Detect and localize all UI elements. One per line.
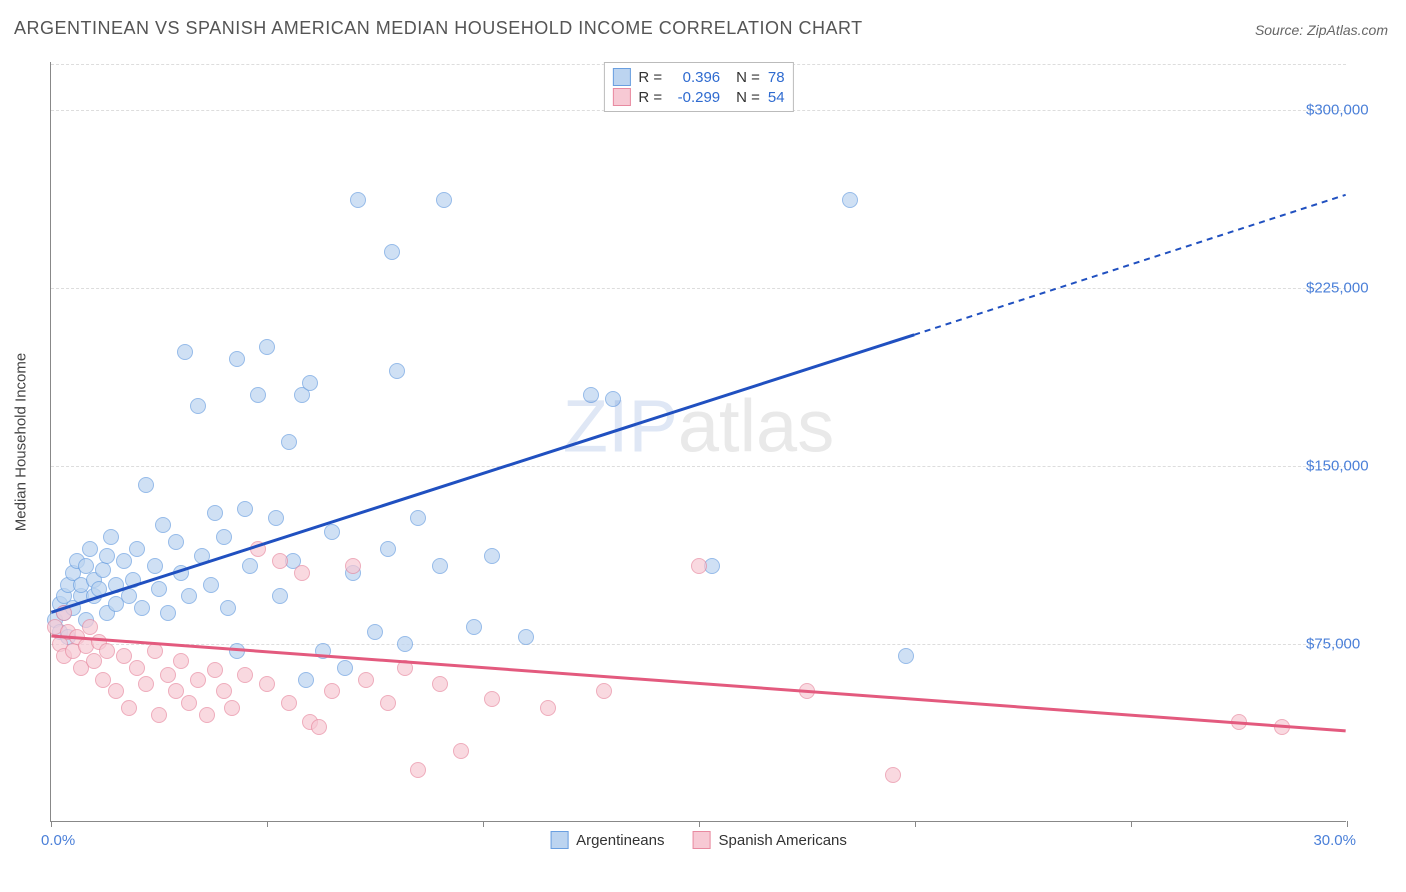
trend-line-extrapolated	[914, 195, 1345, 335]
source-attribution: Source: ZipAtlas.com	[1255, 22, 1388, 38]
series-swatch-icon	[612, 88, 630, 106]
legend-item: Spanish Americans	[693, 831, 847, 849]
r-label: R =	[638, 69, 662, 86]
stats-row: R = 0.396 N = 78	[612, 67, 784, 87]
r-value: -0.299	[670, 89, 720, 106]
series-swatch-icon	[612, 68, 630, 86]
x-tick	[1131, 821, 1132, 827]
x-axis-min-label: 0.0%	[41, 832, 75, 849]
scatter-plot-area: ZIPatlas Median Household Income 0.0% 30…	[50, 62, 1346, 822]
trend-lines-layer	[51, 62, 1346, 821]
x-tick	[1347, 821, 1348, 827]
x-tick	[483, 821, 484, 827]
x-tick	[51, 821, 52, 827]
n-label: N =	[736, 69, 760, 86]
legend-label: Spanish Americans	[719, 832, 847, 849]
series-swatch-icon	[550, 831, 568, 849]
x-tick	[267, 821, 268, 827]
x-tick	[915, 821, 916, 827]
y-axis-label: Median Household Income	[13, 352, 30, 530]
legend-item: Argentineans	[550, 831, 664, 849]
series-legend: Argentineans Spanish Americans	[550, 831, 847, 849]
n-value: 54	[768, 89, 785, 106]
trend-line	[51, 335, 914, 613]
series-swatch-icon	[693, 831, 711, 849]
correlation-stats-legend: R = 0.396 N = 78 R = -0.299 N = 54	[603, 62, 793, 112]
x-axis-max-label: 30.0%	[1313, 832, 1356, 849]
r-value: 0.396	[670, 69, 720, 86]
legend-label: Argentineans	[576, 832, 664, 849]
x-tick	[699, 821, 700, 827]
r-label: R =	[638, 89, 662, 106]
n-label: N =	[736, 89, 760, 106]
n-value: 78	[768, 69, 785, 86]
chart-title: ARGENTINEAN VS SPANISH AMERICAN MEDIAN H…	[14, 18, 863, 39]
trend-line	[51, 636, 1345, 731]
stats-row: R = -0.299 N = 54	[612, 87, 784, 107]
